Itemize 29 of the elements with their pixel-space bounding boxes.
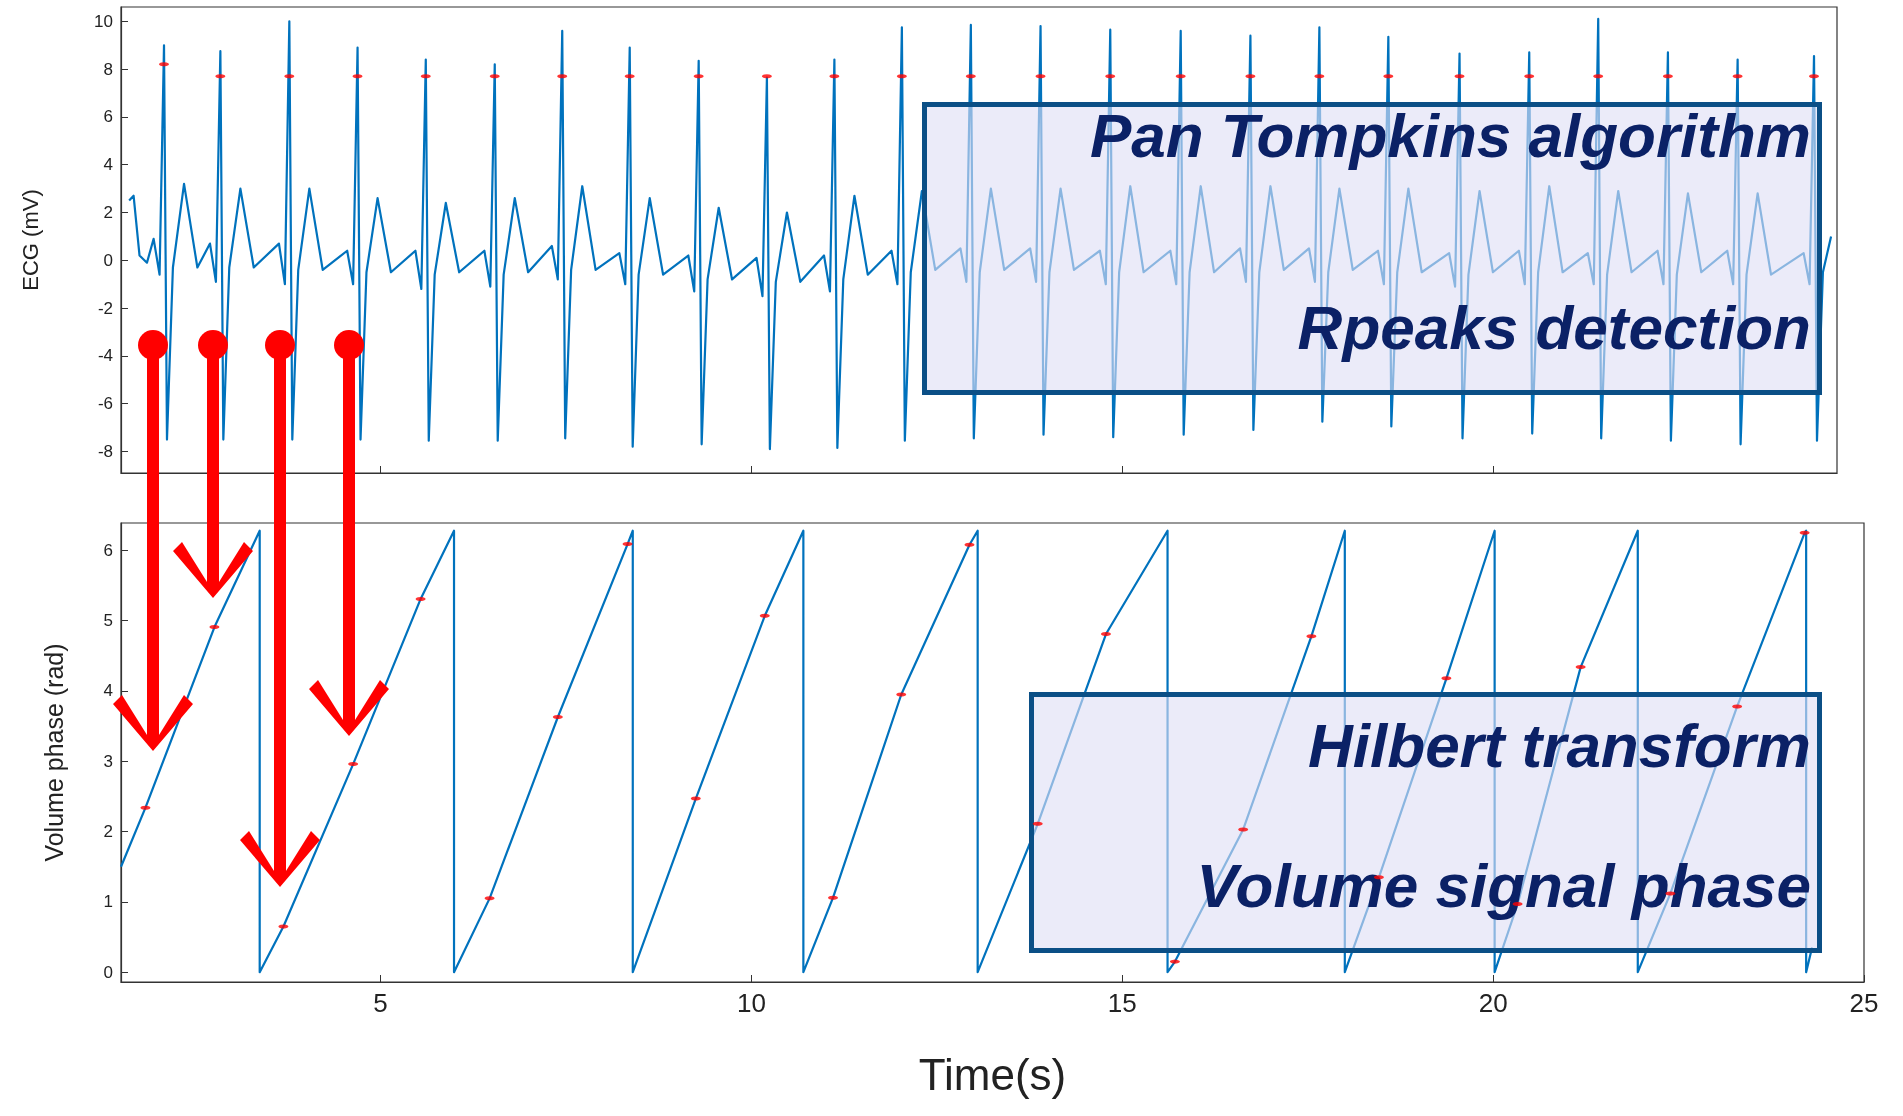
y-tick-label: 0 <box>103 962 113 982</box>
y-tick-label: 3 <box>103 751 113 771</box>
y-tick-label: 6 <box>103 540 113 560</box>
y-tick-label: 6 <box>103 107 113 127</box>
y-tick-label: -2 <box>97 298 113 318</box>
y-tick-label: 0 <box>103 250 113 270</box>
annotation: Pan Tompkins algorithm <box>1089 100 1811 170</box>
x-axis-title: Time(s) <box>918 1049 1067 1099</box>
x-tick-label: 10 <box>736 988 766 1018</box>
y-tick-label: 8 <box>103 59 113 79</box>
y-tick-label: -6 <box>97 394 113 414</box>
y-tick-label: -4 <box>97 346 113 366</box>
y-axis-title: ECG (mV) <box>17 189 43 291</box>
x-tick-label: 25 <box>1849 988 1879 1018</box>
y-tick-label: 1 <box>103 892 113 912</box>
x-tick-label: 5 <box>373 988 388 1018</box>
annotation: Rpeaks detection <box>1297 292 1811 362</box>
x-tick-label: 15 <box>1107 988 1137 1018</box>
x-tick-label: 20 <box>1478 988 1508 1018</box>
y-tick-label: 5 <box>103 611 113 631</box>
y-tick-label: 2 <box>103 203 113 223</box>
annotation: Volume signal phase <box>1196 850 1811 920</box>
y-axis-title: Volume phase (rad) <box>39 643 68 862</box>
y-tick-label: 4 <box>103 681 113 701</box>
annotation: Hilbert transform <box>1308 710 1811 780</box>
y-tick-label: 4 <box>103 155 113 175</box>
y-tick-label: -8 <box>97 441 113 461</box>
y-tick-label: 10 <box>94 11 113 31</box>
y-tick-label: 2 <box>103 822 113 842</box>
